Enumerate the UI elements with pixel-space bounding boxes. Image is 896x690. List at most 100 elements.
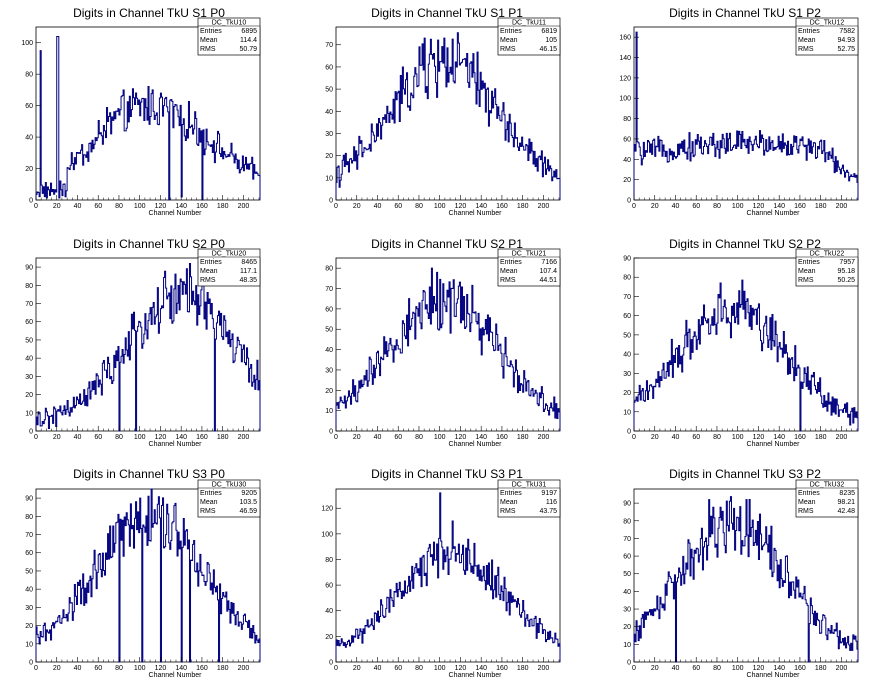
x-tick-label: 180 (517, 203, 529, 210)
y-tick-label: 20 (623, 624, 631, 631)
stats-label-entries: Entries (500, 259, 522, 266)
x-tick-label: 20 (53, 434, 61, 441)
y-tick-label: 50 (623, 571, 631, 578)
y-tick-label: 140 (619, 55, 631, 62)
histogram-line (633, 279, 859, 432)
x-tick-label: 80 (713, 434, 721, 441)
plot-frame (633, 257, 859, 432)
x-tick-label: 60 (692, 434, 700, 441)
x-tick-label: 80 (713, 203, 721, 210)
x-tick-label: 200 (238, 434, 250, 441)
y-tick-label: 60 (325, 583, 333, 590)
y-tick-label: 90 (25, 265, 33, 272)
x-tick-label: 0 (334, 665, 338, 672)
y-tick-label: 40 (623, 589, 631, 596)
histogram-panel-2: Digits in Channel TkU S1 P10 20 40 60 80 100 1… (325, 6, 561, 217)
stats-label-rms: RMS (798, 277, 814, 284)
chart-title: Digits in Channel TkU S2 P1 (371, 237, 523, 251)
y-tick-label: 60 (25, 103, 33, 110)
x-tick-label: 60 (94, 203, 102, 210)
x-tick-label: 40 (672, 434, 680, 441)
stats-label-entries: Entries (500, 28, 522, 35)
x-tick-label: 20 (53, 665, 61, 672)
plot-frame (35, 257, 261, 432)
x-tick-label: 100 (134, 203, 146, 210)
stats-value-rms: 50.79 (239, 46, 257, 53)
x-tick-label: 160 (794, 665, 806, 672)
chart-title: Digits in Channel TkU S2 P0 (73, 237, 225, 251)
x-tick-label: 140 (773, 665, 785, 672)
stats-label-rms: RMS (200, 46, 216, 53)
x-tick-label: 40 (74, 203, 82, 210)
y-tick-label: 90 (25, 496, 33, 503)
stats-label-mean: Mean (500, 268, 518, 275)
stats-label-mean: Mean (200, 37, 218, 44)
x-tick-label: 60 (692, 665, 700, 672)
x-axis-label: Channel Number (449, 672, 503, 679)
stats-value-rms: 50.25 (837, 277, 855, 284)
x-tick-label: 100 (732, 203, 744, 210)
y-tick-label: 10 (325, 175, 333, 182)
stats-name: DC_TkU21 (512, 251, 547, 258)
x-tick-label: 80 (115, 434, 123, 441)
histogram-panel-5: Digits in Channel TkU S2 P10 20 40 60 80 100 1… (325, 237, 561, 448)
y-tick-label: 0 (29, 198, 33, 205)
y-tick-label: 10 (623, 642, 631, 649)
stats-name: DC_TkU11 (512, 20, 546, 27)
x-tick-label: 80 (415, 434, 423, 441)
histogram-line (335, 32, 561, 200)
x-tick-label: 20 (651, 203, 659, 210)
x-tick-label: 120 (455, 434, 467, 441)
y-tick-label: 60 (623, 554, 631, 561)
plot-frame (335, 26, 561, 201)
y-tick-label: 50 (325, 87, 333, 94)
stats-label-entries: Entries (798, 28, 820, 35)
histogram-panel-8: Digits in Channel TkU S3 P1 0 20 40 60 80 100 1… (321, 467, 561, 679)
stats-box-frame (497, 479, 561, 518)
plot-frame (633, 488, 859, 663)
y-tick-label: 70 (325, 42, 333, 49)
stats-value-mean: 117.1 (240, 268, 257, 275)
x-tick-label: 140 (475, 434, 487, 441)
x-tick-label: 100 (134, 665, 146, 672)
plot-frame (335, 488, 561, 663)
stats-value-entries: 6819 (541, 28, 557, 35)
plot-frame (335, 257, 561, 432)
stats-label-entries: Entries (500, 490, 522, 497)
histogram-panel-3: Digits in Channel TkU S1 P2 0 20 40 60 80 100 1… (619, 6, 859, 217)
stats-value-entries: 8465 (241, 259, 257, 266)
y-tick-label: 60 (325, 306, 333, 313)
y-tick-label: 40 (325, 608, 333, 615)
y-tick-label: 120 (619, 75, 631, 82)
y-tick-label: 30 (25, 605, 33, 612)
y-tick-label: 0 (29, 660, 33, 667)
x-tick-label: 60 (692, 203, 700, 210)
x-tick-label: 40 (374, 665, 382, 672)
stats-name: DC_TkU31 (512, 482, 547, 489)
x-tick-label: 0 (632, 665, 636, 672)
y-tick-label: 20 (325, 388, 333, 395)
x-tick-label: 100 (434, 665, 446, 672)
x-tick-label: 80 (415, 203, 423, 210)
histogram-line (35, 488, 261, 663)
x-tick-label: 0 (632, 203, 636, 210)
stats-box-frame (197, 479, 261, 518)
histogram-panel-1: Digits in Channel TkU S1 P0 0 20 40 60 80 100 1… (21, 6, 261, 217)
y-tick-label: 10 (325, 408, 333, 415)
histogram-panel-6: Digits in Channel TkU S2 P20 20 40 60 80 100 1… (623, 237, 859, 448)
histogram-line (335, 492, 561, 662)
stats-value-entries: 6895 (241, 28, 257, 35)
x-tick-label: 200 (238, 203, 250, 210)
x-tick-label: 120 (455, 665, 467, 672)
x-tick-label: 200 (538, 665, 550, 672)
y-tick-label: 40 (325, 109, 333, 116)
x-tick-label: 40 (672, 203, 680, 210)
stats-label-entries: Entries (200, 28, 222, 35)
chart-title: Digits in Channel TkU S2 P2 (669, 237, 821, 251)
stats-value-mean: 94.93 (837, 37, 855, 44)
histogram-line (335, 267, 561, 431)
y-tick-label: 0 (627, 429, 631, 436)
x-tick-label: 0 (34, 434, 38, 441)
